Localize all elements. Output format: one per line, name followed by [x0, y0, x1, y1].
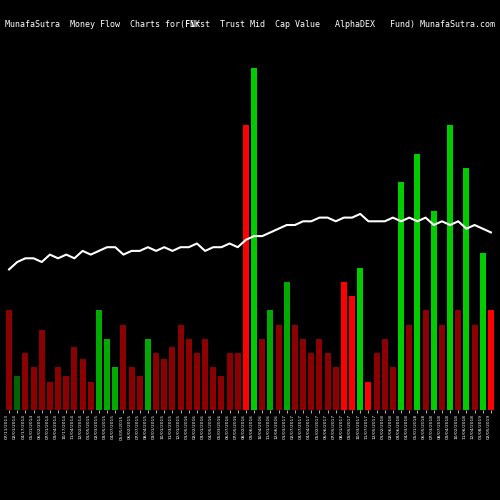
Bar: [128, 368, 134, 410]
Bar: [488, 310, 494, 410]
Text: (First  Trust Mid  Cap Value   AlphaDEX   Fund) MunafaSutra.com: (First Trust Mid Cap Value AlphaDEX Fund…: [180, 20, 495, 29]
Bar: [251, 68, 257, 410]
Bar: [194, 353, 200, 410]
Bar: [284, 282, 290, 410]
Bar: [55, 368, 61, 410]
Bar: [366, 382, 372, 410]
Bar: [136, 376, 143, 410]
Bar: [414, 154, 420, 410]
Bar: [186, 339, 192, 410]
Bar: [161, 359, 168, 410]
Bar: [234, 353, 241, 410]
Bar: [406, 324, 412, 410]
Bar: [47, 382, 53, 410]
Bar: [422, 310, 428, 410]
Bar: [464, 168, 469, 410]
Bar: [324, 353, 330, 410]
Bar: [398, 182, 404, 410]
Bar: [316, 339, 322, 410]
Bar: [6, 310, 12, 410]
Bar: [210, 368, 216, 410]
Bar: [243, 126, 249, 410]
Bar: [447, 126, 453, 410]
Bar: [480, 254, 486, 410]
Bar: [226, 353, 232, 410]
Bar: [178, 324, 184, 410]
Bar: [349, 296, 355, 410]
Bar: [153, 353, 159, 410]
Bar: [80, 359, 86, 410]
Bar: [38, 330, 45, 410]
Bar: [112, 368, 118, 410]
Bar: [308, 353, 314, 410]
Bar: [202, 339, 208, 410]
Bar: [22, 353, 28, 410]
Bar: [292, 324, 298, 410]
Bar: [439, 324, 445, 410]
Bar: [455, 310, 462, 410]
Bar: [14, 376, 20, 410]
Bar: [63, 376, 70, 410]
Bar: [268, 310, 274, 410]
Bar: [430, 211, 437, 410]
Bar: [170, 348, 175, 410]
Bar: [72, 348, 78, 410]
Bar: [357, 268, 364, 410]
Bar: [259, 339, 266, 410]
Bar: [390, 368, 396, 410]
Bar: [332, 368, 339, 410]
Bar: [276, 324, 281, 410]
Bar: [88, 382, 94, 410]
Bar: [472, 324, 478, 410]
Bar: [30, 368, 36, 410]
Bar: [341, 282, 347, 410]
Bar: [120, 324, 126, 410]
Bar: [300, 339, 306, 410]
Bar: [96, 310, 102, 410]
Bar: [374, 353, 380, 410]
Bar: [382, 339, 388, 410]
Text: MunafaSutra  Money Flow  Charts for FNK: MunafaSutra Money Flow Charts for FNK: [5, 20, 200, 29]
Bar: [145, 339, 151, 410]
Bar: [218, 376, 224, 410]
Bar: [104, 339, 110, 410]
